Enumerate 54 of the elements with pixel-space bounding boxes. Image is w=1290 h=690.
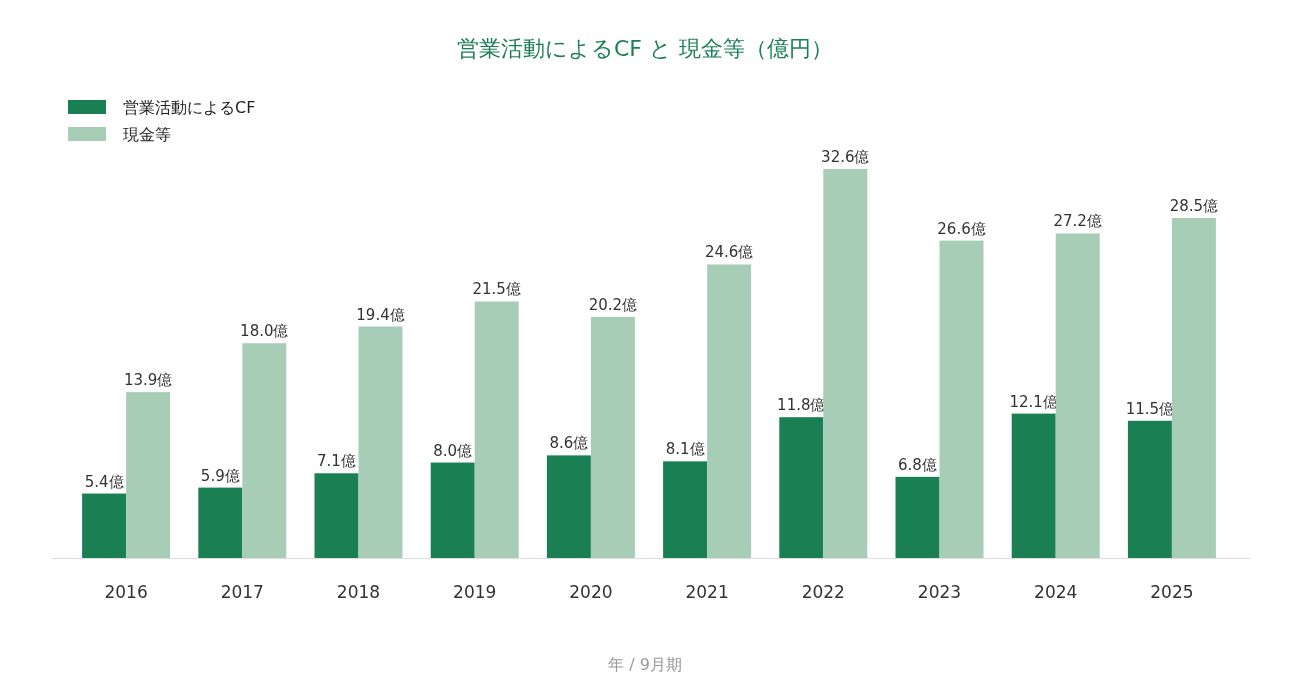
bar (1171, 217, 1216, 558)
data-label: 28.5億 (1169, 196, 1219, 215)
bar (1055, 233, 1100, 558)
x-axis-title: 年 / 9月期 (608, 655, 682, 674)
bar (242, 343, 287, 558)
data-label: 26.6億 (937, 219, 986, 238)
bar (707, 264, 752, 558)
x-tick-label: 2024 (1034, 582, 1078, 602)
data-label: 12.1億 (1009, 392, 1058, 411)
data-label: 7.1億 (317, 452, 356, 471)
x-tick-label: 2021 (685, 582, 729, 602)
bar (430, 462, 475, 558)
data-label: 6.8億 (898, 455, 937, 474)
data-label: 5.9億 (200, 466, 240, 485)
legend-label: 営業活動によるCF (123, 98, 256, 117)
bar (1127, 420, 1172, 558)
data-label: 27.2億 (1053, 212, 1102, 231)
x-tick-label: 2018 (336, 582, 381, 602)
x-tick-label: 2016 (104, 582, 148, 602)
data-label: 11.8億 (777, 396, 826, 415)
data-label: 8.6億 (549, 434, 589, 453)
bar (126, 392, 171, 558)
bar (82, 493, 127, 558)
x-tick-label: 2020 (569, 582, 613, 602)
data-label: 13.9億 (123, 371, 173, 390)
data-label: 32.6億 (821, 148, 870, 166)
legend-label: 現金等 (123, 125, 171, 144)
bar (198, 487, 243, 558)
data-label: 5.4億 (84, 472, 124, 491)
bar (663, 461, 708, 558)
bar (546, 455, 591, 558)
x-tick-label: 2023 (917, 582, 962, 602)
chart-title: 営業活動によるCF と 現金等（億円） (456, 36, 834, 61)
bar (474, 301, 519, 558)
data-label: 18.0億 (240, 322, 289, 341)
bar (823, 169, 868, 558)
bar (314, 473, 359, 558)
bar (779, 417, 824, 558)
data-label: 11.5億 (1125, 399, 1175, 418)
x-tick-label: 2017 (220, 582, 264, 602)
bar (939, 240, 984, 558)
bar (895, 476, 940, 558)
data-label: 8.1億 (665, 440, 705, 459)
x-tick-label: 2022 (801, 582, 845, 602)
bar (1011, 413, 1056, 558)
data-label: 8.0億 (433, 441, 473, 460)
data-label: 24.6億 (704, 243, 754, 262)
data-label: 20.2億 (588, 295, 638, 314)
x-tick-label: 2019 (453, 582, 497, 602)
bar (590, 316, 635, 558)
x-tick-label: 2025 (1150, 582, 1194, 602)
data-label: 19.4億 (356, 305, 405, 324)
data-label: 21.5億 (472, 280, 521, 299)
bar (358, 326, 403, 558)
